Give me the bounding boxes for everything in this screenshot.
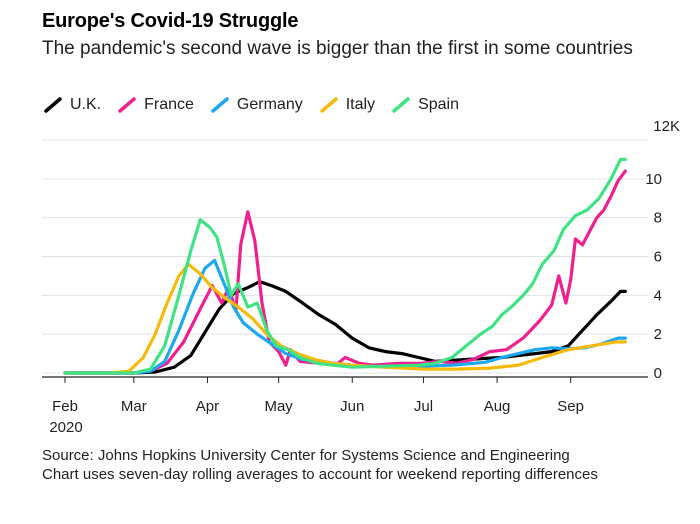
legend-label: U.K.	[70, 96, 102, 113]
chart-title: Europe's Covid-19 Struggle	[42, 10, 299, 32]
x-tick-label: May	[264, 398, 293, 415]
legend-label: Germany	[236, 96, 303, 113]
legend-label: Spain	[418, 96, 459, 113]
legend-swatch	[44, 97, 62, 113]
methodology-note: Chart uses seven-day rolling averages to…	[42, 466, 598, 483]
series-line-spain	[63, 157, 627, 375]
chart-subtitle: The pandemic's second wave is bigger tha…	[42, 38, 633, 59]
x-tick-label: Aug	[484, 398, 511, 415]
legend: U.K. France Germany Italy Spain	[42, 96, 474, 114]
x-tick-label: Sep	[557, 398, 584, 415]
x-tick-label: Feb	[52, 398, 78, 415]
legend-label: France	[144, 96, 194, 113]
x-year-label: 2020	[49, 419, 82, 436]
chart-footer: Source: Johns Hopkins University Center …	[42, 446, 682, 484]
legend-swatch	[319, 97, 338, 113]
series-line-france	[63, 169, 627, 375]
legend-item: Spain	[390, 96, 459, 114]
y-unit-label: 12K	[653, 118, 680, 135]
y-tick-label: 2	[654, 326, 662, 343]
y-tick-label: 8	[654, 210, 662, 227]
y-tick-label: 4	[654, 287, 662, 304]
legend-item: U.K.	[42, 96, 101, 114]
line-chart: 0 2 4 6 8 10 12K Feb Mar Apr May Jun Jul Aug Sep 2020	[42, 118, 680, 436]
x-tick-label: Jun	[340, 398, 364, 415]
legend-item: Italy	[318, 96, 375, 114]
x-tick-label: Apr	[196, 398, 219, 415]
legend-item: Germany	[209, 96, 303, 114]
x-tick-label: Jul	[414, 398, 433, 415]
source-note: Source: Johns Hopkins University Center …	[42, 447, 570, 464]
y-tick-label: 10	[645, 171, 662, 188]
y-tick-label: 6	[654, 249, 662, 266]
legend-swatch	[211, 97, 229, 113]
legend-swatch	[118, 97, 136, 113]
legend-swatch	[392, 97, 410, 113]
x-tick-label: Mar	[121, 398, 147, 415]
y-tick-label: 0	[654, 365, 662, 382]
legend-label: Italy	[345, 96, 376, 113]
legend-item: France	[116, 96, 194, 114]
